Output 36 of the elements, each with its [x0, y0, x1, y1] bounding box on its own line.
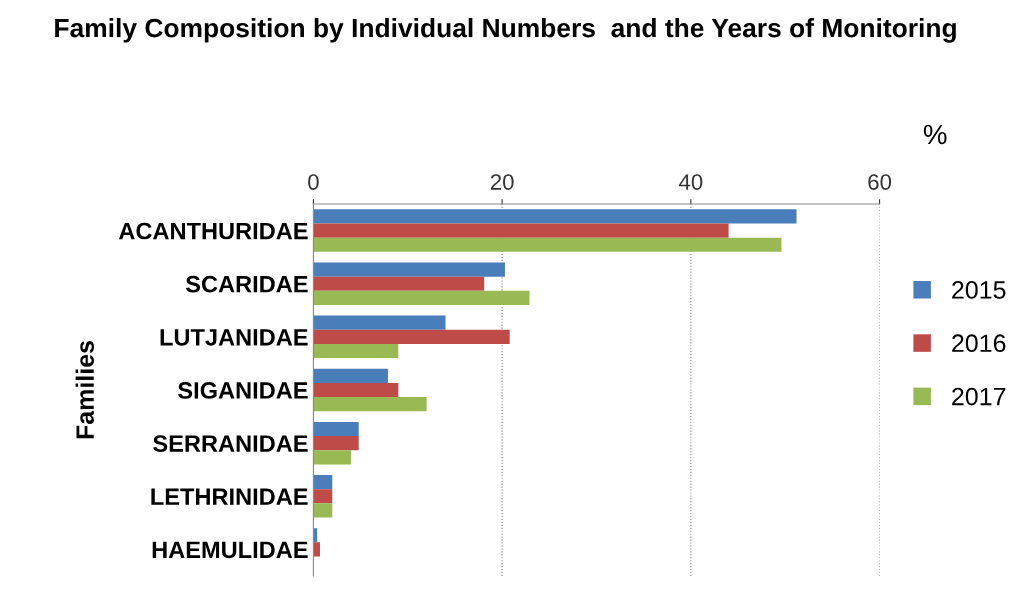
legend-label: 2017 — [952, 387, 1006, 406]
y-tick-label: SERRANIDAE — [153, 435, 308, 452]
bar — [313, 382, 399, 398]
bar — [313, 343, 399, 359]
y-tick-label: ACANTHURIDAE — [118, 222, 308, 240]
bar — [313, 475, 333, 490]
bar — [313, 237, 782, 252]
legend-label: 2015 — [952, 281, 1006, 299]
bar — [313, 436, 359, 451]
bar — [313, 315, 446, 330]
y-tick-label: SCARIDAE — [185, 275, 308, 293]
x-tick-label: 60 — [868, 174, 892, 190]
bar — [313, 421, 359, 437]
bar — [313, 290, 530, 305]
bar — [313, 542, 321, 557]
bar — [313, 329, 510, 344]
bar — [313, 209, 797, 224]
bar — [313, 503, 333, 518]
x-axis-title: % — [923, 124, 947, 145]
y-tick-label: LUTJANIDAE — [160, 329, 308, 346]
chart-title: Family Composition by Individual Numbers and the Years of Monitoring — [55, 18, 956, 43]
bar — [313, 262, 505, 277]
y-axis-title: Families — [75, 341, 94, 439]
bar — [313, 397, 427, 412]
bar — [313, 450, 352, 465]
y-tick-label: LETHRINIDAE — [151, 488, 308, 505]
bar — [313, 223, 729, 238]
bar — [313, 489, 333, 504]
bar — [313, 276, 485, 291]
x-tick-label: 0 — [308, 174, 319, 190]
y-tick-label: HAEMULIDAE — [152, 541, 308, 559]
legend-label: 2016 — [952, 334, 1006, 353]
x-tick-label: 20 — [490, 174, 514, 190]
bar — [313, 368, 388, 383]
y-tick-label: SIGANIDAE — [178, 382, 308, 399]
x-tick-label: 40 — [679, 174, 703, 190]
